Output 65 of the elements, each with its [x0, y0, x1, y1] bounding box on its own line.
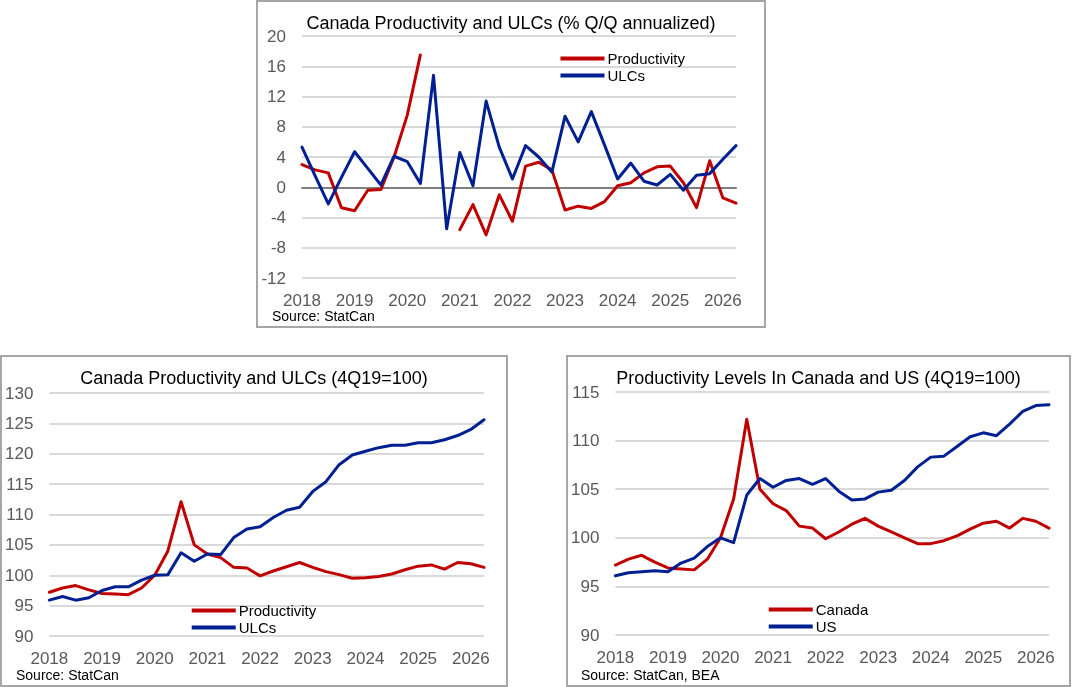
legend-label: ULCs: [238, 619, 277, 636]
x-tick-label: 2026: [1016, 648, 1055, 667]
x-tick-label: 2025: [651, 291, 690, 310]
y-tick-label: 125: [4, 413, 34, 433]
x-tick-label: 2022: [241, 649, 280, 668]
x-tick-label: 2021: [754, 648, 792, 667]
x-tick-label: 2022: [806, 648, 845, 667]
x-tick-label: 2019: [649, 648, 687, 667]
x-tick-label: 2018: [30, 649, 69, 668]
y-tick-label: 110: [6, 505, 34, 524]
y-tick-label: 4: [276, 147, 286, 167]
y-tick-label: 8: [276, 117, 286, 137]
y-tick-label: 95: [580, 576, 600, 596]
y-tick-label: 90: [580, 625, 600, 645]
x-tick-label: 2018: [283, 291, 321, 310]
x-tick-label: 2019: [335, 291, 374, 310]
x-tick-label: 2018: [596, 648, 635, 667]
x-tick-label: 2024: [598, 291, 637, 310]
x-tick-label: 2020: [701, 648, 740, 667]
y-tick-label: 20: [267, 26, 286, 46]
x-tick-label: 2021: [188, 649, 227, 668]
x-tick-label: 2026: [703, 291, 742, 310]
x-tick-label: 2024: [346, 649, 385, 668]
x-tick-label: 2025: [399, 649, 438, 668]
y-tick-label: 120: [4, 444, 34, 464]
y-tick-label: 110: [572, 431, 600, 451]
y-tick-label: -4: [270, 208, 286, 227]
y-tick-label: -12: [261, 268, 286, 288]
y-tick-label: 130: [4, 383, 34, 403]
line-series: [47, 500, 486, 597]
source-note: Source: StatCan, BEA: [581, 667, 721, 683]
y-tick-label: 115: [6, 474, 34, 494]
chart-title: Canada Productivity and ULCs (% Q/Q annualized): [306, 13, 716, 33]
x-tick-label: 2020: [135, 649, 174, 668]
chart-title: Canada Productivity and ULCs (4Q19=100): [80, 368, 428, 388]
y-tick-label: 105: [570, 479, 600, 499]
legend-label: Canada: [815, 601, 869, 618]
legend-label: US: [815, 618, 837, 635]
legend-label: Productivity: [607, 50, 686, 67]
y-tick-label: 100: [4, 565, 34, 585]
source-note: Source: StatCan: [16, 667, 119, 683]
legend-label: ULCs: [607, 67, 645, 84]
chart-title: Productivity Levels In Canada and US (4Q19=100): [616, 368, 1021, 388]
x-tick-label: 2019: [83, 649, 121, 668]
y-tick-label: 16: [267, 56, 286, 76]
x-tick-label: 2021: [440, 291, 479, 310]
y-tick-label: 12: [267, 87, 286, 106]
y-tick-label: 105: [4, 535, 34, 555]
x-tick-label: 2022: [493, 291, 532, 310]
x-tick-label: 2023: [293, 649, 332, 668]
x-tick-label: 2025: [964, 648, 1003, 667]
y-tick-label: 90: [14, 626, 34, 646]
x-tick-label: 2026: [451, 649, 490, 668]
x-tick-label: 2023: [546, 291, 584, 310]
y-tick-label: 115: [572, 382, 600, 402]
y-tick-label: 100: [570, 528, 600, 548]
x-tick-label: 2024: [911, 648, 950, 667]
y-tick-label: 0: [276, 177, 286, 197]
x-tick-label: 2020: [388, 291, 427, 310]
legend-label: Productivity: [238, 602, 317, 619]
line-series: [47, 418, 486, 602]
x-tick-label: 2023: [859, 648, 898, 667]
y-tick-label: -8: [270, 238, 286, 258]
source-note: Source: StatCan: [272, 308, 375, 324]
y-tick-label: 95: [14, 596, 34, 616]
